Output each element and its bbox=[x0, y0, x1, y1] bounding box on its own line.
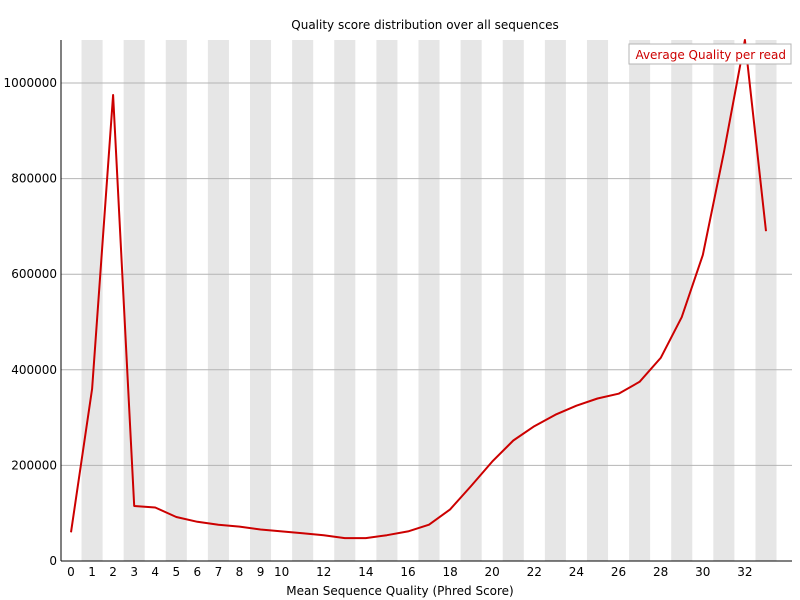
background-stripes bbox=[81, 40, 777, 561]
stripe-17 bbox=[418, 40, 440, 561]
stripe-5 bbox=[165, 40, 187, 561]
stripe-19 bbox=[460, 40, 482, 561]
x-tick-label: 20 bbox=[485, 565, 500, 579]
series-line-0 bbox=[70, 39, 767, 540]
y-tick-label: 800000 bbox=[11, 172, 57, 186]
y-tick-labels: 0 200000 400000 600000 800000 1000000 bbox=[4, 76, 57, 568]
x-tick-label: 2 bbox=[109, 565, 117, 579]
x-tick-label: 4 bbox=[151, 565, 159, 579]
stripe-7 bbox=[207, 40, 229, 561]
x-tick-label: 5 bbox=[172, 565, 180, 579]
stripe-15 bbox=[376, 40, 398, 561]
stripe-25 bbox=[586, 40, 609, 561]
stripe-9 bbox=[250, 40, 272, 561]
x-tick-label: 9 bbox=[257, 565, 265, 579]
series-lines bbox=[70, 39, 767, 540]
x-tick-label: 26 bbox=[611, 565, 626, 579]
x-tick-label: 18 bbox=[442, 565, 457, 579]
stripe-13 bbox=[334, 40, 356, 561]
x-tick-label: 10 bbox=[274, 565, 289, 579]
x-tick-label: 24 bbox=[569, 565, 584, 579]
y-tick-label: 0 bbox=[49, 554, 57, 568]
x-tick-labels: 0 1 2 3 4 5 6 7 8 9 10 12 14 16 18 20 22 24 26 28 30 32 bbox=[67, 565, 752, 579]
axes bbox=[60, 40, 792, 562]
x-tick-label: 6 bbox=[194, 565, 202, 579]
stripe-23 bbox=[544, 40, 566, 561]
stripe-21 bbox=[502, 40, 524, 561]
x-tick-label: 3 bbox=[130, 565, 138, 579]
x-tick-label: 32 bbox=[737, 565, 752, 579]
x-tick-label: 8 bbox=[236, 565, 244, 579]
stripe-33 bbox=[755, 40, 777, 561]
y-tick-label: 600000 bbox=[11, 267, 57, 281]
x-tick-label: 0 bbox=[67, 565, 75, 579]
stripe-29 bbox=[671, 40, 693, 561]
stripe-11 bbox=[292, 40, 314, 561]
x-tick-label: 7 bbox=[215, 565, 223, 579]
y-tick-label: 1000000 bbox=[4, 76, 57, 90]
x-tick-label: 12 bbox=[316, 565, 331, 579]
stripe-27 bbox=[629, 40, 651, 561]
legend-label: Average Quality per read bbox=[635, 48, 786, 62]
legend: Average Quality per read bbox=[628, 43, 792, 65]
stripe-3 bbox=[123, 40, 145, 561]
x-tick-label: 1 bbox=[88, 565, 96, 579]
x-tick-label: 16 bbox=[400, 565, 415, 579]
x-tick-label: 28 bbox=[653, 565, 668, 579]
y-tick-label: 200000 bbox=[11, 458, 57, 472]
stripe-31 bbox=[713, 40, 735, 561]
y-tick-label: 400000 bbox=[11, 363, 57, 377]
gridlines bbox=[61, 82, 792, 466]
legend-box bbox=[628, 43, 792, 65]
x-axis-label: Mean Sequence Quality (Phred Score) bbox=[286, 584, 514, 598]
x-tick-label: 30 bbox=[695, 565, 710, 579]
stripe-1 bbox=[81, 40, 103, 561]
chart-title: Quality score distribution over all sequ… bbox=[291, 18, 558, 32]
x-tick-label: 14 bbox=[358, 565, 373, 579]
x-tick-label: 22 bbox=[527, 565, 542, 579]
